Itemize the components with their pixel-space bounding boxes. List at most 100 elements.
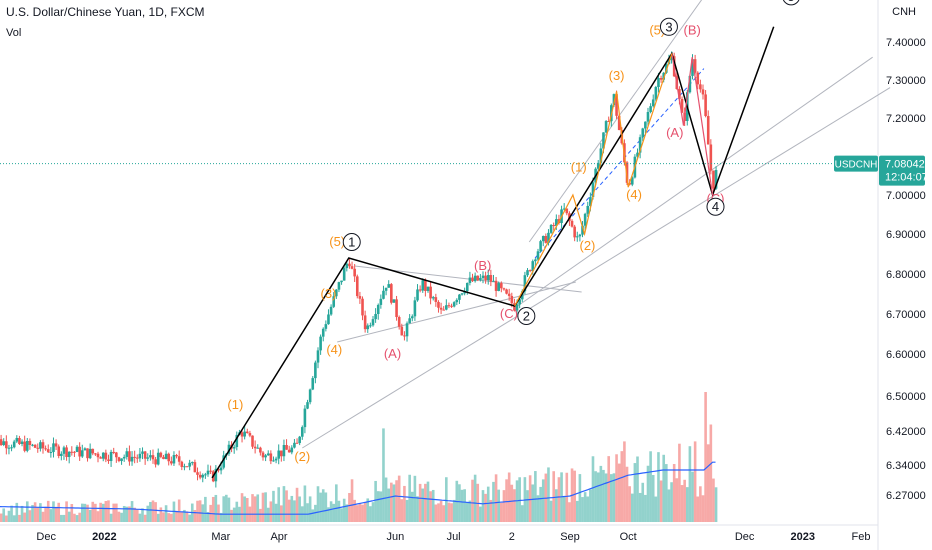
volume-bar	[80, 503, 84, 522]
volume-bar	[379, 491, 383, 522]
candle-body	[340, 280, 343, 283]
candle-body	[513, 303, 516, 311]
candle-body	[596, 162, 600, 169]
candle-body	[10, 447, 13, 449]
candle-body	[133, 456, 136, 458]
volume-bar	[594, 471, 597, 522]
volume-bar	[418, 483, 422, 522]
candle-body	[382, 290, 385, 299]
candle-body	[458, 294, 461, 300]
volume-bar	[489, 499, 493, 522]
volume-bar	[460, 489, 464, 522]
volume-bar	[596, 472, 600, 522]
candle-body	[465, 282, 469, 292]
volume-bar	[709, 424, 713, 522]
candle-body	[156, 452, 160, 465]
candle-body	[293, 442, 296, 448]
candle-body	[539, 241, 542, 252]
candle-body	[324, 324, 328, 329]
volume-bar	[667, 489, 671, 522]
volume-bar	[575, 500, 579, 522]
candle-body	[75, 446, 79, 452]
volume-bar	[604, 473, 608, 522]
candle-body	[337, 282, 341, 290]
candle-body	[277, 450, 281, 459]
volume-bar	[133, 507, 136, 522]
candle-body	[617, 115, 621, 130]
trend-line[interactable]	[302, 87, 891, 449]
candle-body	[130, 456, 134, 462]
volume-bar	[358, 503, 362, 522]
volume-bar	[376, 491, 380, 522]
volume-bar	[437, 503, 440, 522]
candle-body	[575, 236, 579, 238]
volume-bar	[211, 496, 215, 522]
candle-body	[306, 402, 309, 409]
volume-bar	[439, 500, 443, 522]
candle-body	[607, 121, 611, 123]
volume-bar	[387, 488, 391, 522]
volume-bar	[219, 512, 223, 522]
candle-body	[300, 427, 304, 437]
volume-bar	[183, 509, 186, 522]
volume-bar	[18, 514, 21, 522]
candle-body	[604, 121, 608, 133]
trend-line[interactable]	[517, 56, 873, 307]
candle-body	[54, 443, 58, 447]
volume-bar	[167, 513, 171, 522]
candle-body	[424, 280, 427, 291]
wave-line-wave-5-subwaves[interactable]	[514, 53, 673, 307]
candle-body	[578, 234, 582, 237]
volume-bar	[473, 474, 477, 522]
candle-body	[190, 462, 194, 464]
trend-line[interactable]	[534, 68, 705, 259]
volume-bar	[552, 471, 556, 522]
candle-body	[290, 447, 294, 453]
candle-body	[5, 441, 8, 449]
candle-body	[52, 443, 55, 453]
volume-bar	[565, 472, 569, 522]
candle-body	[25, 440, 29, 451]
volume-bar	[306, 503, 309, 522]
volume-bar	[395, 480, 398, 522]
volume-bar	[259, 508, 262, 522]
volume-bar	[222, 496, 226, 522]
wave-label: (4)	[626, 187, 642, 202]
symbol-tag	[834, 155, 878, 172]
volume-bar	[510, 484, 514, 522]
trend-line[interactable]	[337, 281, 576, 343]
candle-body	[266, 453, 270, 456]
candle-body	[96, 453, 100, 458]
candle-body	[591, 182, 595, 198]
wave-label: (1)	[227, 397, 243, 412]
candle-body	[109, 451, 113, 462]
volume-bar	[670, 482, 673, 522]
volume-bar	[369, 506, 372, 522]
volume-bar	[335, 484, 338, 522]
candle-body	[662, 72, 666, 80]
y-tick-label: 7.20000	[886, 113, 926, 125]
volume-bar	[99, 502, 102, 522]
candle-body	[348, 263, 351, 267]
volume-bar	[295, 487, 299, 522]
volume-bar	[348, 492, 351, 522]
volume-bar	[232, 507, 236, 522]
x-tick-label: Jul	[447, 531, 461, 543]
volume-bar	[646, 465, 650, 522]
candle-body	[659, 78, 663, 80]
candle-body	[78, 446, 81, 457]
volume-bar	[704, 392, 707, 522]
volume-bar	[390, 482, 393, 522]
candle-body	[544, 236, 548, 243]
volume-bar	[321, 489, 325, 522]
candle-body	[526, 270, 529, 276]
wave-line-primary-waves[interactable]	[211, 26, 775, 479]
volume-bar	[319, 492, 322, 522]
wave-line-intermediate-waves-abc[interactable]	[671, 53, 714, 196]
y-tick-label: 6.34000	[886, 460, 926, 472]
y-tick-label: 6.27000	[886, 490, 926, 502]
candle-body	[94, 453, 97, 455]
candle-body	[589, 197, 592, 206]
candle-body	[644, 121, 647, 129]
